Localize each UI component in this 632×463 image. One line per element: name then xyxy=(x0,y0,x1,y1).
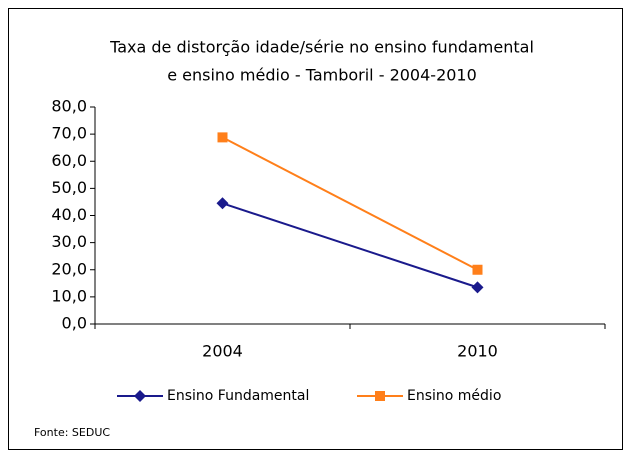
x-tick-label: 2010 xyxy=(457,342,498,361)
legend-label: Ensino médio xyxy=(407,388,501,404)
y-tick-label: 0,0 xyxy=(62,314,87,333)
series-line xyxy=(222,136,478,271)
legend-label: Ensino Fundamental xyxy=(167,388,309,404)
y-tick-label: 80,0 xyxy=(51,97,87,116)
y-tick-label: 10,0 xyxy=(51,286,87,305)
y-tick-label: 40,0 xyxy=(51,205,87,224)
y-tick-label: 20,0 xyxy=(51,259,87,278)
source-note: Fonte: SEDUC xyxy=(34,426,110,439)
marker xyxy=(375,391,385,401)
x-tick-label: 2004 xyxy=(202,342,243,361)
y-tick-label: 70,0 xyxy=(51,124,87,143)
y-tick-label: 50,0 xyxy=(51,178,87,197)
marker xyxy=(134,390,146,402)
marker xyxy=(472,264,483,275)
y-tick-label: 60,0 xyxy=(51,151,87,170)
chart-title: e ensino médio - Tamboril - 2004-2010 xyxy=(167,66,477,85)
chart-title: Taxa de distorção idade/série no ensino … xyxy=(109,38,534,57)
series-line xyxy=(222,202,478,289)
chart-border xyxy=(8,8,623,450)
marker xyxy=(471,281,484,294)
marker xyxy=(217,132,228,143)
y-tick-label: 30,0 xyxy=(51,232,87,251)
marker xyxy=(216,197,229,210)
